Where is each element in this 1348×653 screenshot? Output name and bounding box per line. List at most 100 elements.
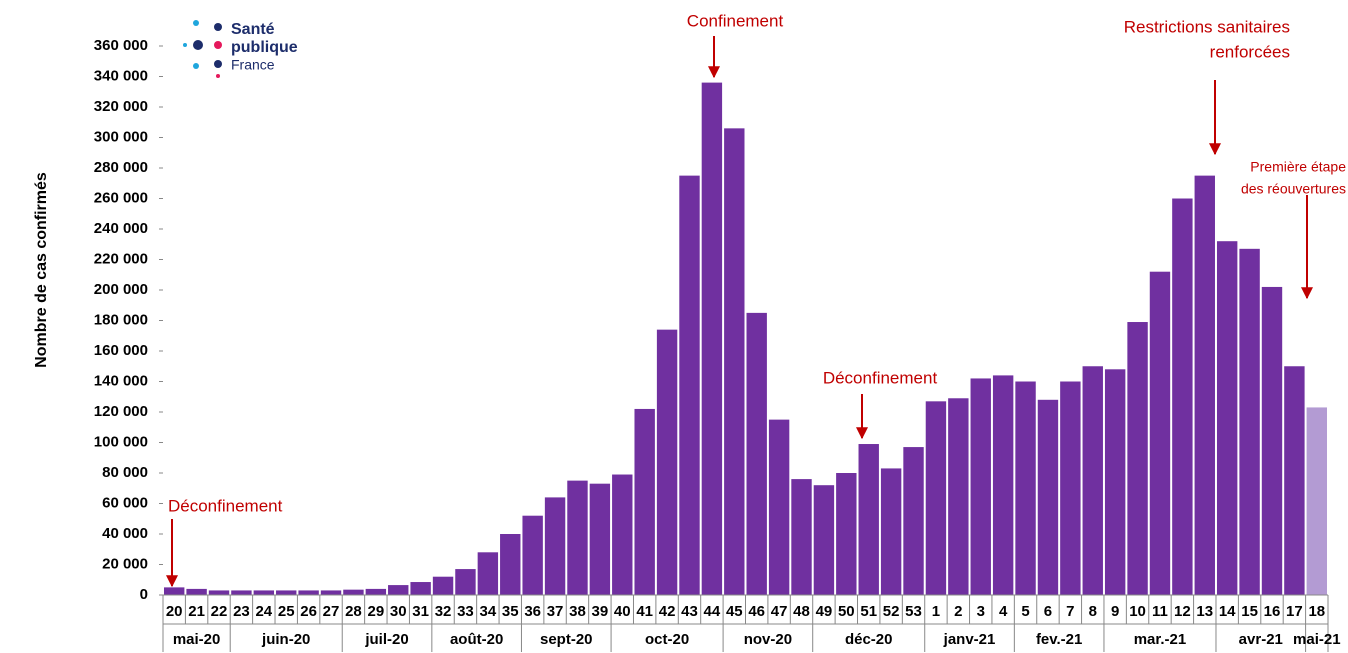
logo-text: publique [231, 39, 298, 56]
bar [1104, 369, 1126, 595]
annotation: Déconfinement [823, 368, 938, 387]
bar [343, 589, 364, 595]
y-tick-label: 220 000 [94, 250, 148, 267]
x-tick-label: 31 [412, 603, 429, 620]
bar [791, 479, 812, 595]
x-tick-label: 33 [457, 603, 474, 620]
bar [1172, 198, 1193, 595]
y-axis-label: Nombre de cas confirmés [33, 172, 50, 368]
annotation: Restrictions sanitaires [1124, 17, 1290, 36]
x-tick-label: 46 [748, 603, 765, 620]
x-tick-label: 1 [932, 603, 940, 620]
logo-dot [193, 40, 203, 50]
annotation: des réouvertures [1241, 181, 1346, 197]
x-tick-label: 9 [1111, 603, 1119, 620]
bar [858, 444, 879, 595]
x-tick-label: 42 [659, 603, 676, 620]
x-tick-label: 23 [233, 603, 250, 620]
bar [432, 576, 454, 595]
bar [276, 590, 297, 595]
month-label: sept-20 [540, 631, 593, 648]
bar [388, 585, 409, 595]
bar [970, 378, 991, 595]
month-label: juin-20 [261, 631, 310, 648]
x-tick-label: 32 [435, 603, 452, 620]
x-tick-label: 28 [345, 603, 362, 620]
x-tick-label: 10 [1129, 603, 1146, 620]
bar [1082, 366, 1103, 595]
x-tick-label: 50 [838, 603, 855, 620]
bar [656, 329, 678, 595]
logo-dot [193, 20, 199, 26]
y-tick-label: 180 000 [94, 311, 148, 328]
x-tick-label: 36 [524, 603, 541, 620]
y-tick-label: 260 000 [94, 189, 148, 206]
x-tick-label: 18 [1308, 603, 1325, 620]
x-tick-label: 20 [166, 603, 183, 620]
annotation: Déconfinement [168, 496, 283, 515]
x-tick-label: 38 [569, 603, 586, 620]
x-tick-label: 53 [905, 603, 922, 620]
month-label: oct-20 [645, 631, 689, 648]
bar [1239, 248, 1260, 595]
bar [948, 398, 969, 595]
month-label: janv-21 [943, 631, 996, 648]
x-tick-label: 16 [1264, 603, 1281, 620]
bar [186, 588, 207, 595]
x-tick-label: 2 [954, 603, 962, 620]
x-tick-label: 40 [614, 603, 631, 620]
x-tick-label: 35 [502, 603, 519, 620]
logo-dot [193, 63, 199, 69]
logo-dot [216, 74, 220, 78]
x-tick-label: 49 [816, 603, 833, 620]
x-tick-label: 14 [1219, 603, 1236, 620]
x-tick-label: 37 [547, 603, 564, 620]
x-tick-label: 45 [726, 603, 743, 620]
x-tick-label: 43 [681, 603, 698, 620]
x-tick-label: 52 [883, 603, 900, 620]
bar [813, 485, 835, 595]
y-tick-label: 360 000 [94, 37, 148, 54]
bar [1216, 241, 1238, 595]
x-tick-label: 22 [211, 603, 228, 620]
x-tick-label: 12 [1174, 603, 1191, 620]
bar [567, 480, 588, 595]
x-tick-label: 6 [1044, 603, 1052, 620]
x-tick-label: 24 [255, 603, 272, 620]
x-tick-label: 41 [636, 603, 653, 620]
logo-text: Santé [231, 21, 275, 38]
x-tick-label: 8 [1089, 603, 1097, 620]
bar [634, 408, 655, 595]
y-tick-label: 300 000 [94, 128, 148, 145]
y-tick-label: 100 000 [94, 433, 148, 450]
x-tick-label: 44 [704, 603, 721, 620]
bar [455, 569, 476, 595]
y-tick-label: 60 000 [102, 494, 148, 511]
y-tick-label: 80 000 [102, 464, 148, 481]
bar [992, 375, 1014, 595]
y-tick-label: 40 000 [102, 525, 148, 542]
annotation: Confinement [687, 11, 784, 30]
month-label: juil-20 [364, 631, 408, 648]
annotation: renforcées [1210, 42, 1290, 61]
bar [1194, 175, 1215, 595]
x-tick-label: 15 [1241, 603, 1258, 620]
bar [231, 590, 252, 595]
x-tick-label: 21 [188, 603, 205, 620]
bar [522, 515, 543, 595]
month-label: avr-21 [1239, 631, 1283, 648]
bar [701, 82, 723, 596]
month-label: nov-20 [744, 631, 792, 648]
x-tick-label: 39 [592, 603, 609, 620]
bar [1149, 271, 1171, 595]
month-label: août-20 [450, 631, 503, 648]
x-tick-label: 11 [1152, 603, 1168, 620]
y-tick-label: 20 000 [102, 555, 148, 572]
bar [679, 175, 700, 595]
x-tick-label: 30 [390, 603, 407, 620]
x-tick-label: 29 [367, 603, 384, 620]
bar [1284, 366, 1305, 595]
x-tick-label: 17 [1286, 603, 1303, 620]
bar [612, 474, 633, 595]
